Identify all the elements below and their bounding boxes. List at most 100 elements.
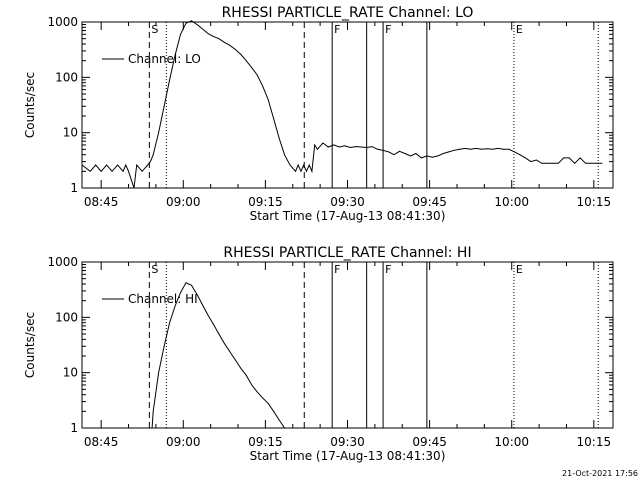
chart2-data-point bbox=[191, 284, 192, 286]
chart2-y-tick-label: 10 bbox=[63, 366, 78, 380]
chart1-data-point bbox=[514, 151, 515, 153]
chart1-data-point bbox=[95, 164, 97, 166]
chart1-data-point bbox=[306, 170, 307, 172]
chart2-y-tick-label: 1 bbox=[70, 421, 78, 435]
chart1-data-point bbox=[150, 161, 151, 163]
chart2-data-point bbox=[240, 367, 242, 369]
chart1-data-point bbox=[81, 164, 83, 166]
chart2-data-point bbox=[229, 351, 231, 352]
chart1-data-point bbox=[169, 79, 171, 81]
chart1-data-point bbox=[317, 148, 318, 150]
chart1-data-point bbox=[530, 161, 532, 163]
chart2-series-line bbox=[151, 282, 285, 429]
chart1-data-point bbox=[89, 170, 91, 172]
chart1-data-point bbox=[158, 132, 160, 134]
chart1-x-tick-label: 09:00 bbox=[166, 195, 201, 209]
chart1-data-point bbox=[519, 154, 521, 156]
chart1-data-point bbox=[568, 157, 570, 159]
chart1-data-point bbox=[229, 44, 231, 46]
chart1-data-point bbox=[267, 99, 269, 100]
chart2-data-point bbox=[278, 419, 280, 421]
chart1-y-tick-label: 1000 bbox=[47, 15, 78, 29]
chart1-data-point bbox=[180, 33, 181, 35]
chart1-data-point bbox=[536, 159, 537, 161]
chart2-data-point bbox=[169, 322, 171, 324]
chart1-data-point bbox=[240, 54, 242, 55]
chart2-data-point bbox=[223, 342, 225, 344]
chart2-event-marker-label: E bbox=[516, 263, 523, 276]
chart1-data-point bbox=[327, 146, 329, 148]
chart1-data-point bbox=[300, 170, 302, 172]
chart2-data-point bbox=[251, 384, 253, 386]
chart1-event-marker-label: S bbox=[151, 23, 158, 36]
chart2-data-point bbox=[207, 314, 209, 316]
chart2-data-point bbox=[174, 305, 176, 307]
chart1-event-marker-label: E bbox=[516, 23, 523, 36]
chart1-x-tick-label: 09:15 bbox=[248, 195, 283, 209]
chart1-data-point bbox=[579, 157, 581, 159]
chart2-data-point bbox=[196, 294, 198, 295]
chart1-event-marker-label: F bbox=[334, 23, 340, 36]
chart1-data-point bbox=[311, 170, 313, 172]
chart1-data-point bbox=[128, 170, 129, 172]
chart1-data-point bbox=[437, 155, 439, 157]
chart1-data-point bbox=[223, 41, 225, 43]
chart1-data-point bbox=[377, 148, 378, 150]
chart2-y-tick-label: 1000 bbox=[47, 255, 78, 269]
chart1-x-tick-label: 10:00 bbox=[494, 195, 529, 209]
chart2-data-point bbox=[180, 292, 181, 293]
chart1-y-tick-label: 10 bbox=[63, 126, 78, 140]
chart1-data-point bbox=[218, 38, 220, 40]
chart1-data-point bbox=[295, 170, 296, 172]
chart1-data-point bbox=[448, 151, 450, 153]
chart2-event-marker-label: S bbox=[151, 263, 158, 276]
chart1-data-point bbox=[278, 137, 280, 139]
chart2-data-point bbox=[267, 402, 269, 404]
chart1-x-tick-label: 09:30 bbox=[330, 195, 365, 209]
chart1-data-point bbox=[125, 164, 127, 166]
chart1-data-point bbox=[393, 154, 395, 156]
chart2-x-tick-label: 08:45 bbox=[84, 435, 119, 449]
chart2-data-point bbox=[151, 427, 153, 429]
chart1-x-tick-label: 08:45 bbox=[84, 195, 119, 209]
chart1-data-point bbox=[174, 54, 176, 56]
chart1-data-point bbox=[399, 150, 400, 152]
chart2-legend-label: Channel: HI bbox=[128, 292, 198, 306]
chart1-y-tick-label: 1 bbox=[70, 181, 78, 195]
chart1-data-point bbox=[410, 155, 411, 157]
chart1-data-point bbox=[432, 156, 433, 158]
chart1-data-point bbox=[256, 74, 258, 76]
chart1-data-point bbox=[497, 148, 499, 149]
chart1-data-point bbox=[338, 146, 340, 148]
chart1-data-point bbox=[147, 164, 149, 166]
chart2-data-point bbox=[273, 410, 274, 412]
chart1-data-point bbox=[442, 153, 444, 154]
chart1-data-point bbox=[273, 118, 274, 119]
chart2-x-tick-label: 09:30 bbox=[330, 435, 365, 449]
chart1-x-tick-label: 09:45 bbox=[412, 195, 447, 209]
chart1-data-point bbox=[191, 20, 192, 22]
chart1-data-point bbox=[111, 170, 113, 172]
chart2-x-axis-label: Start Time (17-Aug-13 08:41:30) bbox=[250, 449, 446, 463]
chart2-data-point bbox=[256, 391, 258, 393]
chart1-data-point bbox=[163, 105, 165, 107]
timestamp-text: 21-Oct-2021 17:56 bbox=[562, 469, 638, 478]
chart1-data-point bbox=[371, 146, 373, 148]
chart1-data-point bbox=[141, 170, 143, 172]
chart2-title: RHESSI PARTICLE_RATE Channel: HI bbox=[223, 245, 471, 261]
chart2-data-point bbox=[245, 374, 247, 376]
chart2-x-tick-label: 10:15 bbox=[577, 435, 612, 449]
chart1-data-point bbox=[322, 142, 324, 144]
chart1-data-point bbox=[314, 144, 316, 146]
chart1-data-point bbox=[563, 157, 565, 159]
chart2-x-tick-label: 09:15 bbox=[248, 435, 283, 449]
chart1-x-tick-label: 10:15 bbox=[577, 195, 612, 209]
chart1-data-point bbox=[601, 162, 603, 164]
chart2-data-point bbox=[163, 345, 165, 347]
chart1-data-point bbox=[133, 187, 135, 189]
chart2-data-point bbox=[158, 372, 160, 374]
chart2-data-point bbox=[213, 323, 214, 325]
chart1-data-point bbox=[585, 162, 586, 164]
